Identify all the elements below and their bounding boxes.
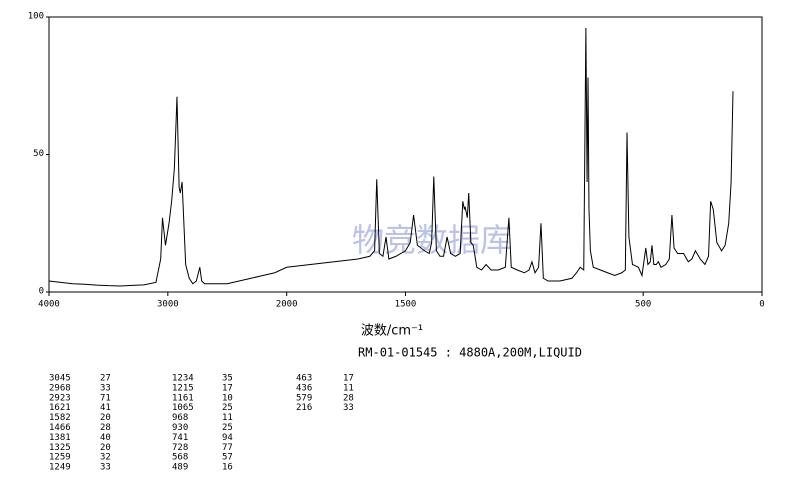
peak-intensity: 33 bbox=[100, 383, 111, 393]
peak-intensity: 33 bbox=[100, 463, 111, 473]
peak-intensity: 71 bbox=[100, 393, 111, 403]
peak-wavenumber: 3045 bbox=[49, 374, 71, 384]
peak-intensity: 11 bbox=[222, 413, 233, 423]
y-tick-label: 50 bbox=[33, 149, 44, 159]
peak-intensity: 25 bbox=[222, 423, 233, 433]
peak-intensity: 16 bbox=[222, 463, 233, 473]
peak-wavenumber: 463 bbox=[296, 374, 312, 384]
y-tick-label: 0 bbox=[39, 287, 44, 297]
peak-wavenumber: 579 bbox=[296, 393, 312, 403]
peak-intensity: 57 bbox=[222, 453, 233, 463]
peak-wavenumber: 568 bbox=[172, 453, 188, 463]
peak-wavenumber: 1065 bbox=[172, 403, 194, 413]
peak-wavenumber: 2968 bbox=[49, 383, 71, 393]
peak-intensity: 32 bbox=[100, 453, 111, 463]
peak-wavenumber: 1259 bbox=[49, 453, 71, 463]
peak-intensity: 17 bbox=[343, 374, 354, 384]
peak-intensity: 10 bbox=[222, 393, 233, 403]
peak-wavenumber: 216 bbox=[296, 403, 312, 413]
peak-wavenumber: 1381 bbox=[49, 433, 71, 443]
x-tick-label: 3000 bbox=[157, 300, 179, 310]
peak-intensity: 27 bbox=[100, 374, 111, 384]
peak-intensity: 35 bbox=[222, 374, 233, 384]
peak-intensity: 28 bbox=[343, 393, 354, 403]
x-axis-label: 波数/cm⁻¹ bbox=[361, 324, 423, 339]
peak-wavenumber: 741 bbox=[172, 433, 188, 443]
x-tick-label: 1500 bbox=[395, 300, 417, 310]
x-tick-label: 2000 bbox=[276, 300, 298, 310]
peak-wavenumber: 1582 bbox=[49, 413, 71, 423]
peak-wavenumber: 1621 bbox=[49, 403, 71, 413]
peak-intensity: 41 bbox=[100, 403, 111, 413]
peak-intensity: 20 bbox=[100, 413, 111, 423]
peak-intensity: 28 bbox=[100, 423, 111, 433]
peak-intensity: 20 bbox=[100, 443, 111, 453]
chart-title: RM-01-01545 : 4880A,200M,LIQUID bbox=[358, 346, 582, 360]
peak-wavenumber: 2923 bbox=[49, 393, 71, 403]
y-tick-label: 100 bbox=[28, 12, 44, 22]
peak-intensity: 11 bbox=[343, 383, 354, 393]
peak-wavenumber: 1161 bbox=[172, 393, 194, 403]
peak-wavenumber: 930 bbox=[172, 423, 188, 433]
x-tick-label: 500 bbox=[635, 300, 651, 310]
peak-wavenumber: 1215 bbox=[172, 383, 194, 393]
peak-wavenumber: 489 bbox=[172, 463, 188, 473]
peak-intensity: 17 bbox=[222, 383, 233, 393]
peak-intensity: 77 bbox=[222, 443, 233, 453]
peak-wavenumber: 1234 bbox=[172, 374, 194, 384]
peak-wavenumber: 1249 bbox=[49, 463, 71, 473]
peak-intensity: 25 bbox=[222, 403, 233, 413]
spectrum-line bbox=[48, 27, 734, 287]
peak-intensity: 33 bbox=[343, 403, 354, 413]
peak-wavenumber: 1325 bbox=[49, 443, 71, 453]
x-tick-label: 0 bbox=[759, 300, 764, 310]
peak-wavenumber: 1466 bbox=[49, 423, 71, 433]
peak-wavenumber: 968 bbox=[172, 413, 188, 423]
peak-intensity: 40 bbox=[100, 433, 111, 443]
peak-wavenumber: 728 bbox=[172, 443, 188, 453]
x-tick-label: 4000 bbox=[38, 300, 60, 310]
peak-wavenumber: 436 bbox=[296, 383, 312, 393]
peak-intensity: 94 bbox=[222, 433, 233, 443]
